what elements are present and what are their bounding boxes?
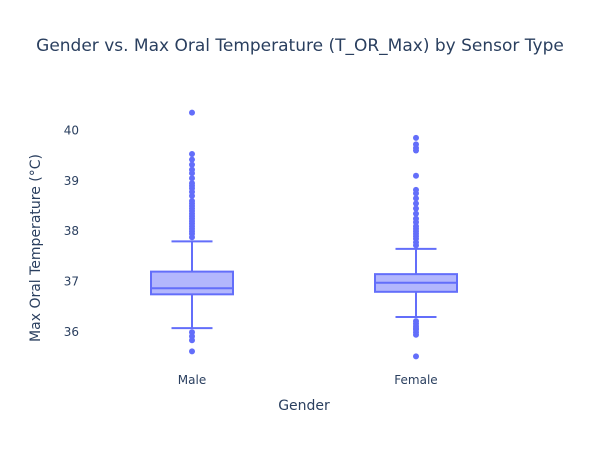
outlier-point: [189, 180, 195, 187]
outlier-point: [189, 156, 195, 163]
outlier-point: [413, 215, 419, 222]
outlier-point: [413, 205, 419, 212]
outlier-point: [413, 172, 419, 179]
outlier-point: [413, 186, 419, 193]
y-tick-label: 38: [64, 224, 79, 238]
y-axis-title: Max Oral Temperature (°C): [28, 154, 44, 342]
outlier-point: [189, 337, 195, 344]
box-group-female: [374, 134, 458, 360]
x-axis-title: Gender: [278, 398, 330, 414]
x-tick-label: Male: [178, 373, 206, 387]
outlier-point: [413, 200, 419, 207]
x-axis-ticks: Male Female: [178, 373, 438, 387]
outlier-point: [189, 109, 195, 116]
chart-title: Gender vs. Max Oral Temperature (T_OR_Ma…: [36, 36, 564, 56]
outlier-point: [413, 141, 419, 148]
y-axis-ticks: 36 37 38 39 40: [64, 123, 79, 339]
outlier-point: [189, 348, 195, 355]
outlier-point: [189, 166, 195, 173]
plot-area: [150, 109, 458, 360]
outlier-point: [189, 161, 195, 168]
outlier-point: [189, 197, 195, 204]
outlier-point: [413, 195, 419, 202]
outlier-point: [413, 353, 419, 360]
outlier-point: [413, 134, 419, 141]
outlier-point: [413, 331, 419, 338]
outlier-point: [189, 175, 195, 182]
box-group-male: [150, 109, 234, 355]
outlier-point: [189, 151, 195, 158]
y-tick-label: 40: [64, 123, 79, 137]
y-tick-label: 37: [64, 275, 79, 289]
y-tick-label: 36: [64, 325, 79, 339]
y-tick-label: 39: [64, 174, 79, 188]
x-tick-label: Female: [394, 373, 437, 387]
outlier-point: [413, 210, 419, 217]
box-iqr: [150, 270, 234, 296]
